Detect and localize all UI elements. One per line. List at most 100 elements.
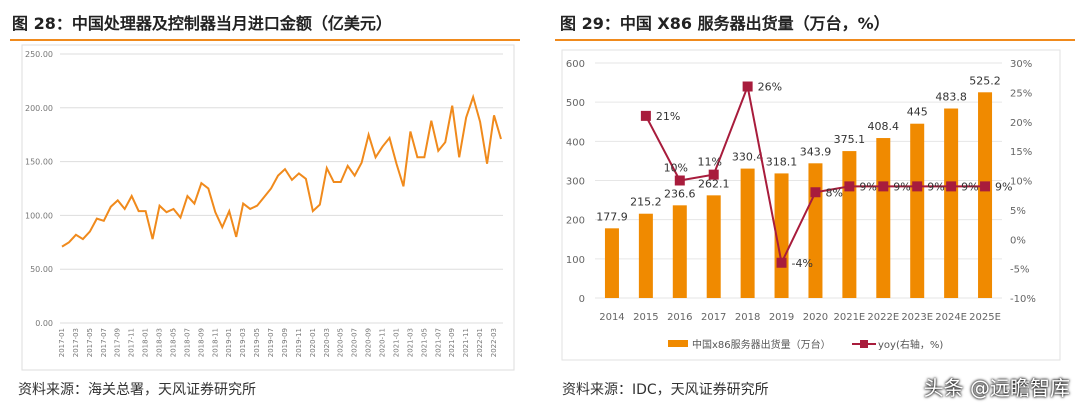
yoy-label: 8% [825, 186, 842, 199]
y-tick-label: 100 [566, 255, 585, 266]
y-tick-label: 50.00 [30, 265, 53, 274]
bar-label: 318.1 [766, 155, 798, 168]
x-tick-label: 2021-03 [406, 328, 414, 357]
x-tick-label: 2022-01 [476, 328, 484, 357]
x-tick-label: 2020-05 [337, 328, 345, 357]
yoy-label: 9% [995, 180, 1012, 193]
y-tick-label: 500 [566, 98, 585, 109]
x-tick-label: 2023E [901, 312, 933, 323]
y-tick-label: 0 [579, 294, 585, 305]
right-source: 资料来源：IDC，天风证券研究所 [562, 382, 769, 398]
legend-bar-swatch [668, 340, 688, 347]
bar [910, 123, 925, 298]
x-tick-label: 2018-01 [142, 328, 150, 357]
y-tick-label: 100.00 [25, 211, 53, 220]
x-tick-label: 2020-01 [309, 328, 317, 357]
bar [740, 168, 755, 298]
yoy-label: -4% [792, 257, 813, 270]
bar-label: 330.4 [732, 151, 764, 164]
y2-tick-label: 0% [1010, 235, 1026, 246]
x-tick-label: 2017-07 [100, 328, 108, 357]
x-tick-label: 2021-07 [434, 328, 442, 357]
yoy-label: 10% [664, 162, 688, 175]
x-tick-label: 2014 [599, 312, 624, 323]
x-tick-label: 2019-07 [267, 328, 275, 357]
x-tick-label: 2015 [633, 312, 658, 323]
chart-frame [561, 49, 1061, 361]
bar-label: 177.9 [596, 210, 628, 223]
yoy-marker [674, 175, 685, 186]
yoy-marker [844, 181, 855, 192]
x-tick-label: 2020 [803, 312, 828, 323]
x-tick-label: 2018-05 [169, 328, 177, 357]
y2-tick-label: 30% [1010, 59, 1032, 70]
yoy-marker [640, 110, 651, 121]
y2-tick-label: 15% [1010, 147, 1032, 158]
bar [876, 138, 891, 298]
bar-label: 262.1 [698, 177, 730, 190]
x-tick-label: 2017 [701, 312, 726, 323]
x-tick-label: 2019-05 [253, 328, 261, 357]
x-tick-label: 2017-05 [86, 328, 94, 357]
x-tick-label: 2021-05 [420, 328, 428, 357]
y-tick-label: 150.00 [25, 158, 53, 167]
x-tick-label: 2020-09 [365, 328, 373, 357]
yoy-label: 9% [859, 180, 876, 193]
x-tick-label: 2025E [969, 312, 1001, 323]
bar [808, 163, 823, 298]
yoy-marker [946, 181, 957, 192]
data-line [61, 93, 502, 248]
x-tick-label: 2024E [935, 312, 967, 323]
bar-label: 445 [907, 106, 928, 119]
x-tick-label: 2019-09 [281, 328, 289, 357]
x-tick-label: 2021-01 [392, 328, 400, 357]
x-tick-label: 2017-01 [58, 328, 66, 357]
yoy-label: 21% [656, 110, 680, 123]
bar-label: 375.1 [834, 133, 866, 146]
bar-label: 525.2 [969, 74, 1001, 87]
yoy-label: 26% [758, 81, 782, 94]
yoy-marker [776, 257, 787, 268]
yoy-marker [742, 81, 753, 92]
x-tick-label: 2016 [667, 312, 692, 323]
yoy-marker [912, 181, 923, 192]
y2-tick-label: -5% [1010, 265, 1029, 276]
x-tick-label: 2019-03 [239, 328, 247, 357]
y2-tick-label: 5% [1010, 206, 1026, 217]
left-source: 资料来源：海关总署，天风证券研究所 [18, 382, 256, 398]
x-tick-label: 2018-09 [197, 328, 205, 357]
yoy-marker [708, 169, 719, 180]
yoy-marker [878, 181, 889, 192]
x-tick-label: 2019-11 [295, 328, 303, 357]
x-tick-label: 2021-11 [462, 328, 470, 357]
bar-label: 343.9 [800, 145, 832, 158]
legend-line-marker [860, 340, 868, 348]
y-tick-label: 0.00 [35, 319, 53, 328]
legend-line-label: yoy(右轴，%) [878, 338, 943, 351]
x-tick-label: 2021-09 [448, 328, 456, 357]
y-tick-label: 600 [566, 59, 585, 70]
bar [638, 213, 653, 298]
yoy-marker [810, 187, 821, 198]
bar-label: 483.8 [935, 91, 967, 104]
bar [944, 108, 959, 299]
x-tick-label: 2020-11 [379, 328, 387, 357]
yoy-label: 9% [961, 180, 978, 193]
legend-bar-label: 中国x86服务器出货量（万台） [692, 338, 831, 351]
y2-tick-label: 25% [1010, 88, 1032, 99]
right-chart-title: 图 29：中国 X86 服务器出货量（万台，%） [560, 14, 890, 33]
x-tick-label: 2018-03 [156, 328, 164, 357]
x-tick-label: 2018 [735, 312, 760, 323]
bar [978, 92, 993, 299]
y2-tick-label: -10% [1010, 294, 1036, 305]
y-tick-label: 250.00 [25, 50, 53, 59]
yoy-label: 9% [893, 180, 910, 193]
bar [842, 151, 857, 298]
bar-label: 236.6 [664, 187, 696, 200]
bar-label: 215.2 [630, 196, 662, 209]
x-tick-label: 2019 [769, 312, 794, 323]
title-rule [555, 39, 1075, 41]
yoy-label: 11% [697, 156, 721, 169]
